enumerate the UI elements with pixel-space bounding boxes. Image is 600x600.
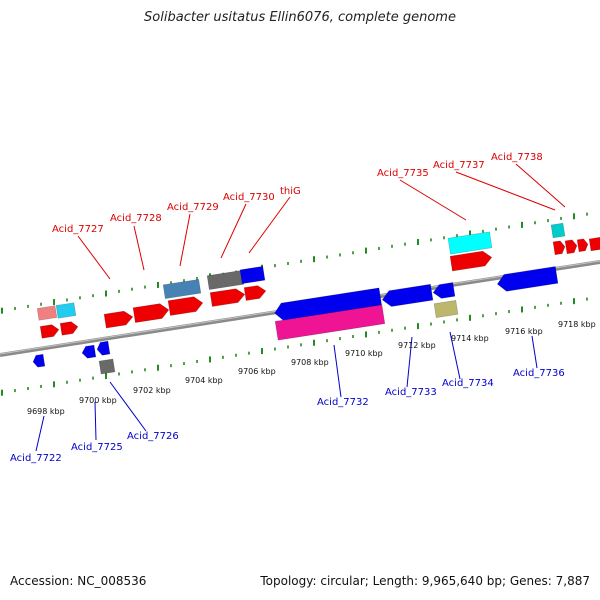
label-layer: 9698 kbp 9700 kbp 9702 kbp 9704 kbp 9706 kbp… xyxy=(10,152,596,464)
label-leader xyxy=(455,171,556,211)
gene-arrow[interactable] xyxy=(432,282,456,299)
gene-arrow[interactable] xyxy=(132,302,170,323)
gene-arrow[interactable] xyxy=(239,265,266,285)
gene-arrow[interactable] xyxy=(59,321,79,336)
label-leader xyxy=(77,235,111,280)
label-leader xyxy=(248,196,291,254)
scale-label: 9718 kbp xyxy=(558,320,596,329)
gene-label-reverse[interactable]: Acid_7736 xyxy=(513,368,565,379)
label-leader xyxy=(449,331,461,380)
forward-tick-track xyxy=(1,212,588,314)
gene-arrow[interactable] xyxy=(36,305,58,321)
reverse-tick-track xyxy=(1,297,588,396)
label-leader xyxy=(406,336,413,388)
scale-label: 9706 kbp xyxy=(238,367,276,376)
gene-arrow[interactable] xyxy=(381,283,434,307)
label-leader xyxy=(133,225,145,271)
scale-label: 9710 kbp xyxy=(345,349,383,358)
scale-label: 9714 kbp xyxy=(451,334,489,343)
gene-arrow[interactable] xyxy=(98,358,116,375)
gene-label-forward[interactable]: Acid_7735 xyxy=(377,168,429,179)
gene-arrow[interactable] xyxy=(96,340,111,356)
gene-arrow[interactable] xyxy=(564,239,578,255)
gene-arrow[interactable] xyxy=(162,278,202,300)
gene-arrow[interactable] xyxy=(55,302,77,319)
gene-arrow[interactable] xyxy=(81,344,97,359)
label-leader xyxy=(109,381,147,432)
gene-label-forward[interactable]: Acid_7737 xyxy=(433,160,485,171)
gene-label-forward[interactable]: Acid_7727 xyxy=(52,224,104,235)
genome-summary-text: Topology: circular; Length: 9,965,640 bp… xyxy=(260,574,590,588)
gene-arrow[interactable] xyxy=(496,266,559,293)
scale-label: 9716 kbp xyxy=(505,327,543,336)
gene-label-forward[interactable]: Acid_7738 xyxy=(491,152,543,163)
gene-arrow[interactable] xyxy=(39,324,60,339)
gene-arrow[interactable] xyxy=(206,270,245,290)
tick-layer xyxy=(1,212,588,396)
gene-label-reverse[interactable]: Acid_7725 xyxy=(71,442,123,453)
gene-arrow[interactable] xyxy=(243,284,267,301)
gene-label-reverse[interactable]: Acid_7732 xyxy=(317,397,369,408)
gene-arrow[interactable] xyxy=(576,238,589,253)
label-leader xyxy=(531,335,538,369)
leader-layer xyxy=(35,163,566,452)
scale-label: 9702 kbp xyxy=(133,386,171,395)
label-leader xyxy=(220,203,247,259)
gene-layer xyxy=(32,222,600,375)
gene-arrow[interactable] xyxy=(167,295,204,316)
scale-label: 9698 kbp xyxy=(27,407,65,416)
gene-arrow[interactable] xyxy=(550,222,566,239)
label-leader xyxy=(94,401,97,441)
gene-label-forward[interactable]: Acid_7729 xyxy=(167,202,219,213)
gene-label-reverse[interactable]: Acid_7734 xyxy=(442,378,494,389)
gene-label-reverse[interactable]: Acid_7722 xyxy=(10,453,62,464)
gene-arrow[interactable] xyxy=(449,250,493,272)
gene-label-forward[interactable]: thiG xyxy=(280,186,301,197)
label-leader xyxy=(399,179,467,221)
gene-label-forward[interactable]: Acid_7728 xyxy=(110,213,162,224)
gene-arrow[interactable] xyxy=(447,231,493,255)
label-leader xyxy=(333,344,342,398)
gene-arrow[interactable] xyxy=(588,236,600,252)
scale-label: 9712 kbp xyxy=(398,341,436,350)
gene-arrow[interactable] xyxy=(32,353,46,368)
scale-label: 9708 kbp xyxy=(291,358,329,367)
gene-label-reverse[interactable]: Acid_7733 xyxy=(385,387,437,398)
scale-label: 9700 kbp xyxy=(79,396,117,405)
label-leader xyxy=(515,163,566,208)
label-leader xyxy=(179,213,191,267)
gene-arrow[interactable] xyxy=(103,310,134,329)
gene-label-reverse[interactable]: Acid_7726 xyxy=(127,431,179,442)
gene-arrow[interactable] xyxy=(433,300,459,318)
scale-label: 9704 kbp xyxy=(185,376,223,385)
map-title: Solibacter usitatus Ellin6076, complete … xyxy=(144,10,456,25)
gene-arrow[interactable] xyxy=(209,287,246,307)
gene-label-forward[interactable]: Acid_7730 xyxy=(223,192,275,203)
gene-arrow[interactable] xyxy=(274,304,386,341)
label-leader xyxy=(35,415,45,452)
gene-arrow[interactable] xyxy=(552,240,566,256)
accession-text: Accession: NC_008536 xyxy=(10,574,147,588)
